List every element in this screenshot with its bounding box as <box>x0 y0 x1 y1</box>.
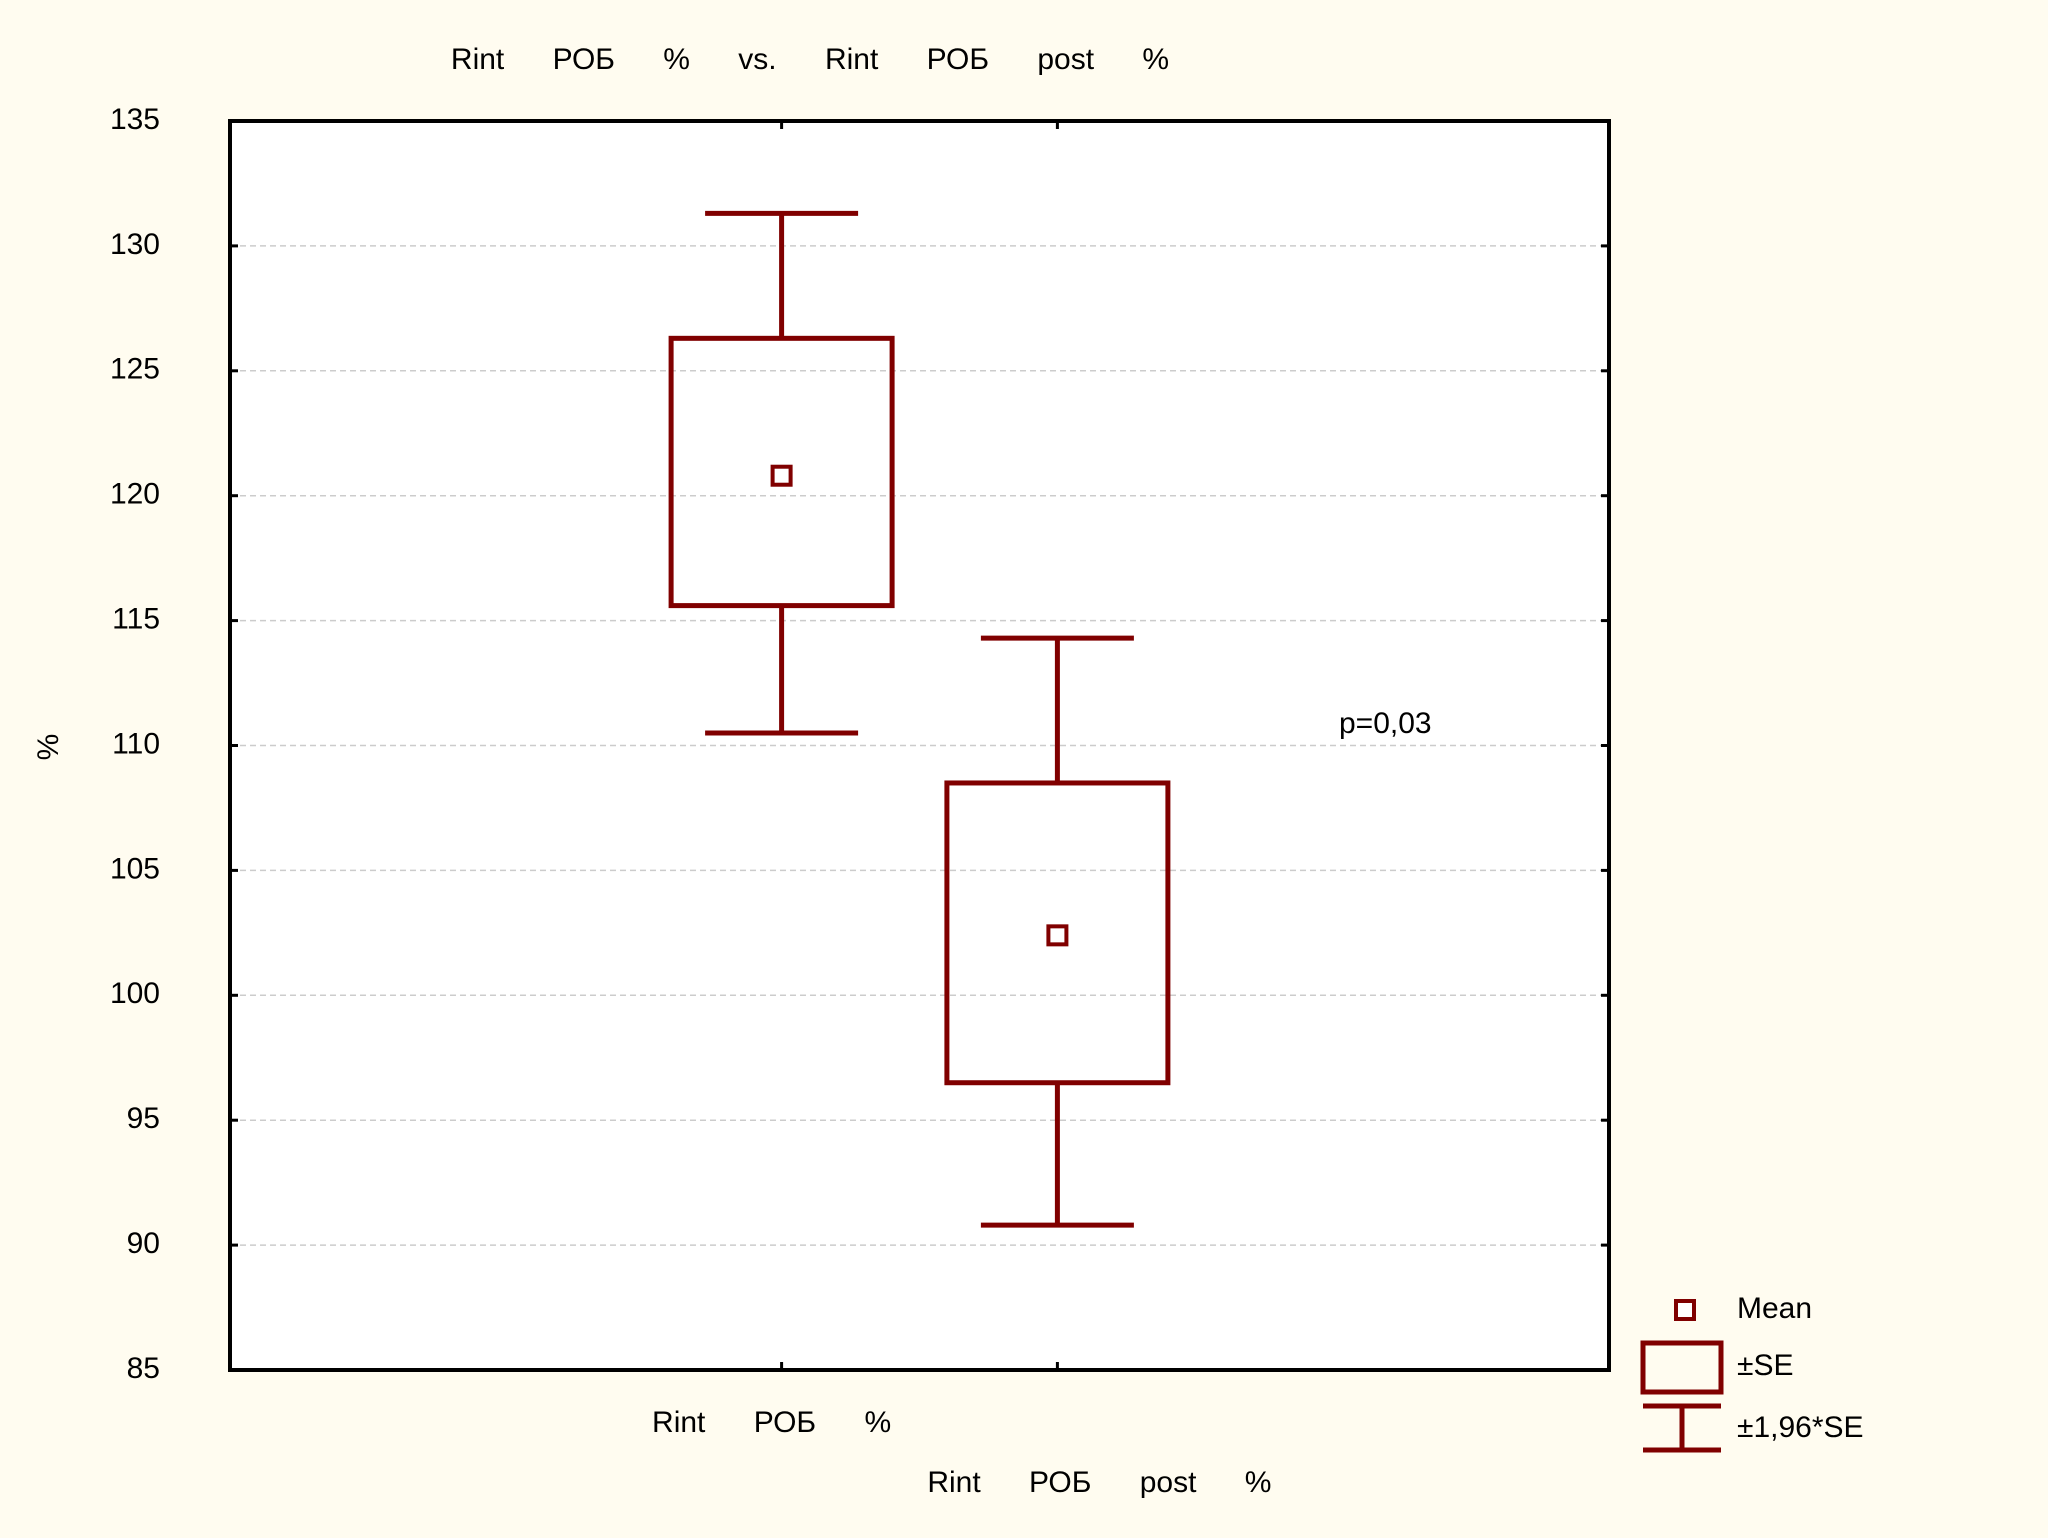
x-tick-label: Rint РОБ % <box>652 1406 891 1439</box>
y-tick-label: 105 <box>110 852 160 885</box>
y-tick-label: 85 <box>127 1352 160 1385</box>
y-tick-label: 125 <box>110 353 160 386</box>
legend-label: ±1,96*SE <box>1737 1411 1864 1444</box>
se-box <box>944 780 1171 1086</box>
y-axis-label: % <box>32 734 65 761</box>
x-tick-label: Rint РОБ post % <box>927 1466 1271 1499</box>
se-box <box>668 335 895 609</box>
annotation: p=0,03 <box>1339 707 1432 740</box>
plot-frame <box>228 119 1611 1372</box>
legend-label: Mean <box>1737 1292 1812 1325</box>
y-tick-label: 120 <box>110 478 160 511</box>
mean-marker <box>770 464 793 487</box>
y-tick-label: 100 <box>110 977 160 1010</box>
y-tick-label: 110 <box>112 727 160 760</box>
legend-se-icon <box>1640 1340 1724 1395</box>
y-tick-label: 135 <box>110 103 160 136</box>
legend-label: ±SE <box>1737 1349 1793 1382</box>
legend-mean-icon <box>1674 1299 1696 1321</box>
plot-area <box>230 121 1609 1370</box>
mean-marker <box>1046 924 1069 947</box>
chart-title: Rint РОБ % vs. Rint РОБ post % <box>451 43 1169 76</box>
y-tick-label: 95 <box>127 1102 160 1135</box>
y-tick-label: 115 <box>112 603 160 636</box>
y-tick-label: 90 <box>127 1227 160 1260</box>
y-tick-label: 130 <box>110 228 160 261</box>
